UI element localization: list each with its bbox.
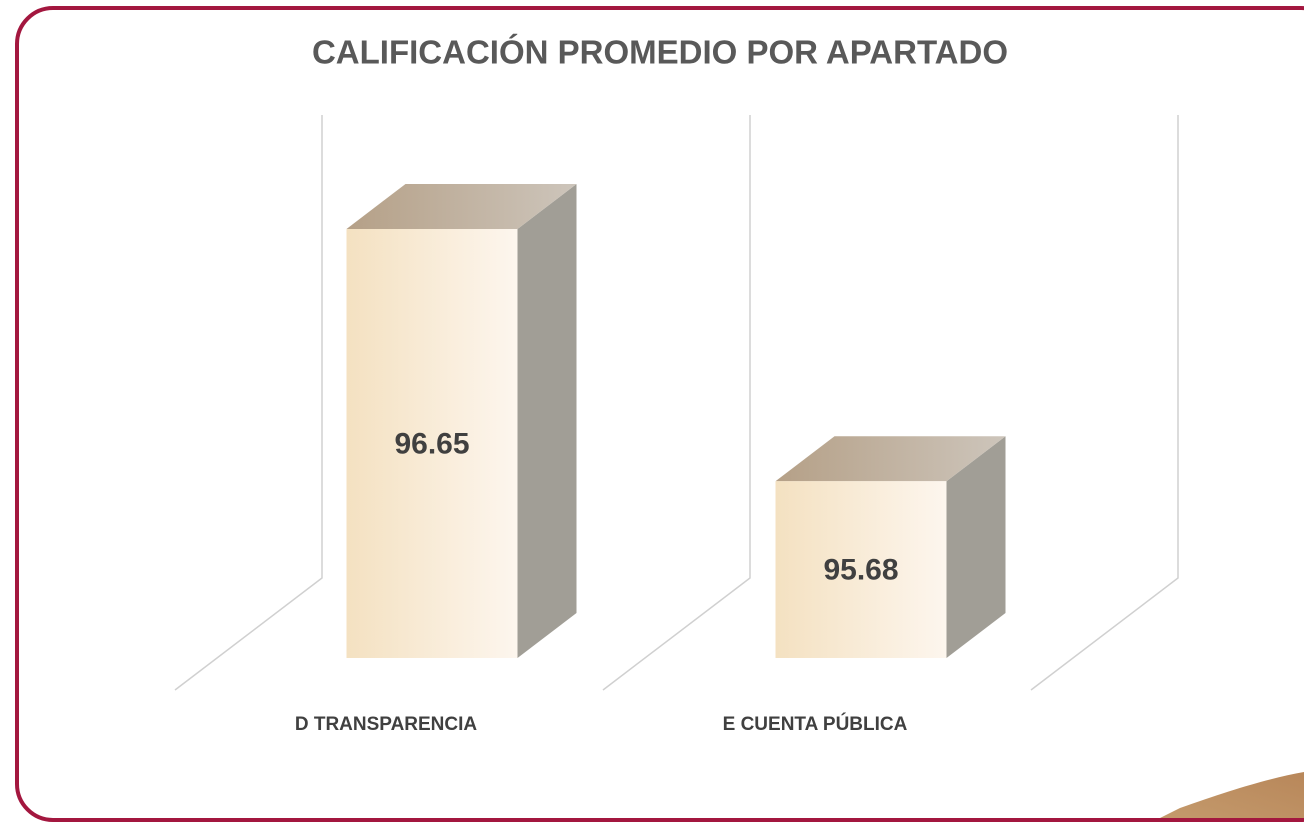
bar-top <box>775 436 1006 482</box>
wall-line <box>1030 115 1179 691</box>
bar-top <box>346 184 577 229</box>
bar <box>775 481 947 658</box>
wall-line <box>602 115 751 691</box>
bar <box>346 229 518 658</box>
wall-line <box>174 115 323 691</box>
bar-side <box>946 436 1006 658</box>
bar-side <box>517 184 577 658</box>
x-tick-label: E CUENTA PÚBLICA <box>723 713 908 735</box>
value-label: 95.68 <box>823 554 898 587</box>
value-label: 96.65 <box>394 427 469 460</box>
walls <box>174 115 1179 691</box>
card <box>15 6 1304 822</box>
x-tick-label: D TRANSPARENCIA <box>295 714 478 735</box>
corner-decoration <box>1160 772 1304 818</box>
chart-title: CALIFICACIÓN PROMEDIO POR APARTADO <box>312 34 1008 71</box>
